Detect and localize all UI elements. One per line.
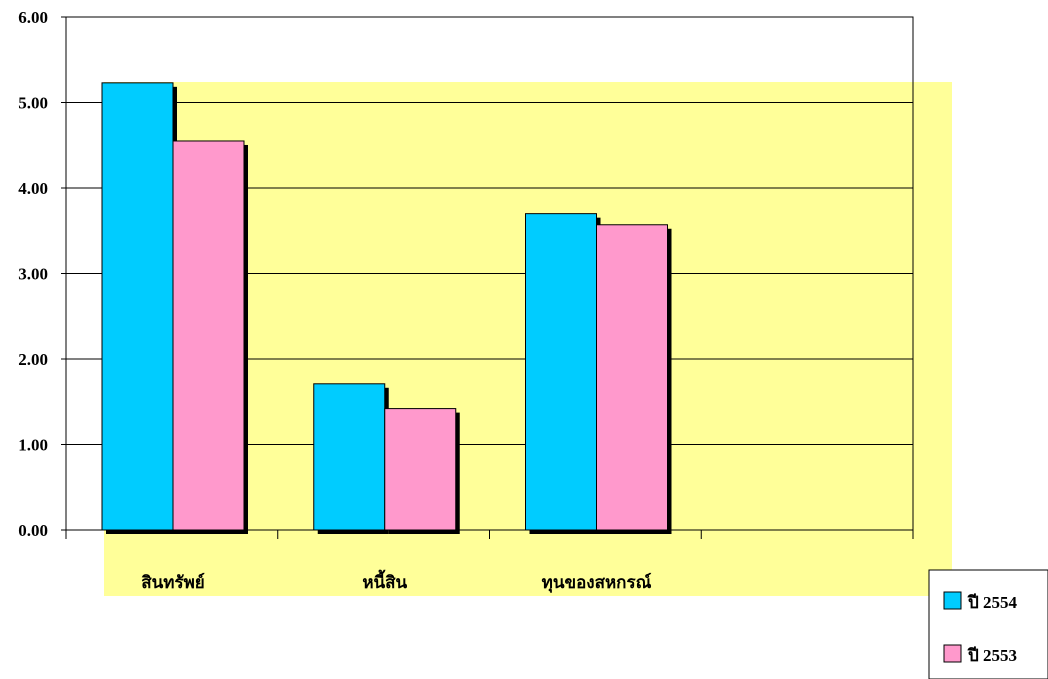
y-tick-label: 5.00 bbox=[18, 94, 48, 113]
category-label: หนี้สิน bbox=[362, 569, 407, 593]
y-axis: 0.00 1.00 2.00 3.00 4.00 5.00 6.00 bbox=[18, 8, 66, 540]
category-label: ทุนของสหกรณ์ bbox=[542, 572, 652, 593]
y-tick-label: 0.00 bbox=[18, 521, 48, 540]
x-axis bbox=[65, 530, 914, 539]
legend-swatch-2554 bbox=[943, 591, 962, 610]
bar bbox=[172, 140, 245, 531]
legend-label-2553: ปี 2553 bbox=[967, 645, 1017, 665]
y-tick-label: 2.00 bbox=[18, 350, 48, 369]
y-tick-label: 4.00 bbox=[18, 179, 48, 198]
y-tick-label: 6.00 bbox=[18, 8, 48, 27]
legend-label-2554: ปี 2554 bbox=[967, 592, 1017, 612]
bars bbox=[101, 82, 672, 535]
category-labels: สินทรัพย์ หนี้สิน ทุนของสหกรณ์ bbox=[141, 569, 651, 593]
category-label: สินทรัพย์ bbox=[141, 572, 205, 593]
legend: ปี 2554 ปี 2553 bbox=[928, 569, 1048, 679]
bar bbox=[101, 82, 174, 531]
bar bbox=[596, 224, 668, 531]
y-tick-label: 1.00 bbox=[18, 436, 48, 455]
bar bbox=[525, 213, 597, 531]
legend-swatch-2553 bbox=[943, 644, 962, 663]
y-tick-label: 3.00 bbox=[18, 265, 48, 284]
bar bbox=[313, 383, 386, 531]
bar bbox=[384, 408, 457, 531]
